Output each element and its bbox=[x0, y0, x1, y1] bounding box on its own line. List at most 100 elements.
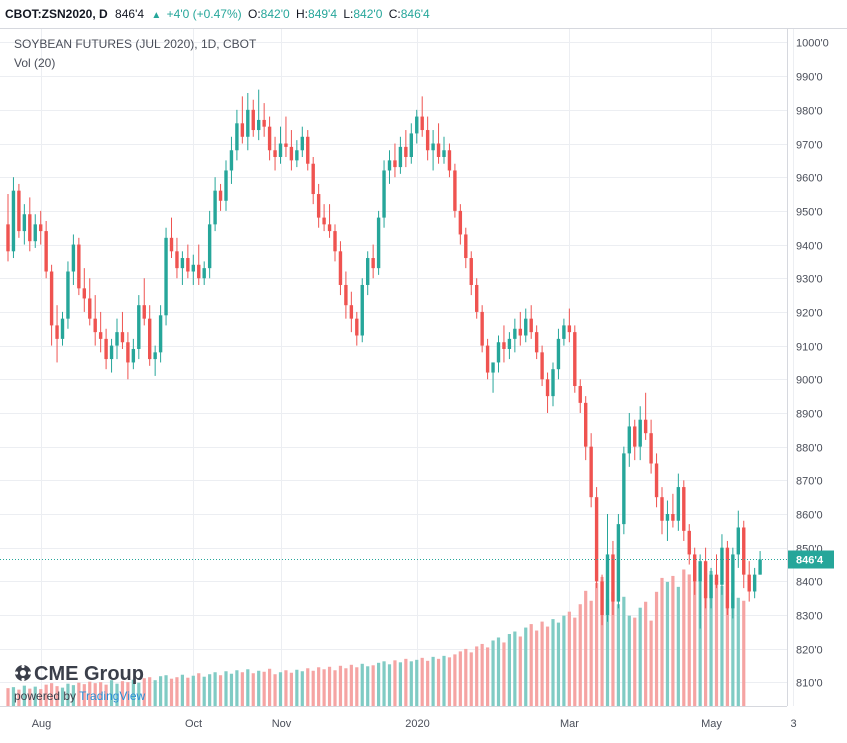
candle-body bbox=[736, 527, 740, 555]
candle-body bbox=[6, 224, 10, 252]
volume-bar bbox=[589, 600, 593, 706]
high-label: H: bbox=[296, 7, 309, 21]
price-tick-label: 900'0 bbox=[796, 375, 823, 387]
volume-bar bbox=[148, 677, 152, 706]
candle-body bbox=[676, 487, 681, 521]
volume-bar bbox=[169, 678, 174, 706]
candle-body bbox=[235, 123, 239, 151]
candle-body bbox=[720, 547, 724, 585]
volume-bar bbox=[545, 626, 550, 706]
volume-bar bbox=[71, 685, 75, 706]
candle-body bbox=[605, 554, 610, 616]
low-label: L: bbox=[343, 7, 354, 21]
candle-body bbox=[213, 190, 217, 225]
candle-body bbox=[529, 318, 533, 333]
volume-bar bbox=[338, 665, 343, 706]
volume-bar bbox=[398, 662, 402, 706]
volume-bar bbox=[104, 684, 108, 706]
time-tick-label: Oct bbox=[185, 718, 202, 730]
volume-bar bbox=[109, 680, 114, 706]
symbol-label[interactable]: CBOT:ZSN2020, D bbox=[5, 7, 108, 21]
volume-legend[interactable]: Vol (20) bbox=[14, 56, 56, 70]
candle-body bbox=[109, 345, 114, 360]
candle-body bbox=[273, 150, 277, 157]
candle-body bbox=[306, 136, 310, 164]
candle-body bbox=[725, 547, 730, 609]
volume-bar bbox=[387, 664, 392, 706]
price-tick-label: 960'0 bbox=[796, 173, 823, 185]
candle-body bbox=[475, 284, 479, 312]
volume-bar bbox=[529, 624, 533, 706]
volume-bar bbox=[159, 676, 163, 706]
candle-body bbox=[415, 116, 419, 134]
candle-body bbox=[137, 305, 141, 349]
volume-bar bbox=[257, 670, 261, 706]
candle-body bbox=[633, 426, 637, 447]
candle-body bbox=[262, 119, 266, 127]
last-price-tag bbox=[788, 550, 834, 569]
volume-bar bbox=[409, 661, 413, 706]
candle-body bbox=[742, 527, 746, 575]
volume-bar bbox=[153, 680, 157, 706]
volume-bar bbox=[360, 663, 364, 706]
volume-bar bbox=[88, 681, 92, 706]
candle-body bbox=[654, 463, 659, 498]
volume-bar bbox=[33, 686, 37, 706]
time-tick-label: Nov bbox=[272, 718, 292, 730]
volume-bar bbox=[333, 670, 337, 706]
price-axis: 1000'0 990'0 980'0 970'0 960'0 950'0 940'0 930'… bbox=[796, 38, 829, 690]
candle-body bbox=[88, 298, 92, 319]
tradingview-link[interactable]: TradingView bbox=[79, 689, 146, 703]
volume-bar bbox=[431, 656, 435, 706]
candle-body bbox=[425, 130, 430, 151]
candle-body bbox=[267, 126, 272, 151]
candle-body bbox=[420, 116, 424, 131]
candle-body bbox=[104, 338, 108, 360]
candle-body bbox=[698, 561, 702, 582]
volume-bar bbox=[671, 575, 675, 706]
price-tick-label: 920'0 bbox=[796, 308, 823, 320]
powered-by[interactable]: powered by TradingView bbox=[14, 689, 145, 703]
price-tick-label: 870'0 bbox=[796, 476, 823, 488]
candle-body bbox=[567, 325, 572, 333]
candle-body bbox=[251, 109, 255, 131]
volume-bar bbox=[665, 581, 670, 706]
volume-bar bbox=[99, 682, 103, 706]
volume-bar bbox=[246, 669, 250, 706]
candle-body bbox=[376, 217, 381, 269]
candle-body bbox=[77, 244, 81, 289]
candle-body bbox=[600, 581, 604, 616]
cme-logo-text: CME Group bbox=[34, 663, 144, 685]
volume-bar bbox=[218, 675, 223, 706]
candle-body bbox=[257, 119, 261, 131]
candle-body bbox=[115, 332, 119, 346]
volume-bar bbox=[600, 576, 604, 706]
candle-body bbox=[404, 146, 408, 157]
last-price: 846'4 bbox=[115, 7, 145, 21]
volume-bar bbox=[317, 667, 321, 706]
candle-body bbox=[453, 170, 457, 211]
candle-body bbox=[485, 345, 490, 373]
candle-body bbox=[17, 190, 21, 232]
price-chart[interactable]: 1000'0 990'0 980'0 970'0 960'0 950'0 940'0 930'… bbox=[0, 29, 847, 743]
header-divider bbox=[0, 28, 847, 29]
candle-body bbox=[464, 234, 468, 259]
volume-bar bbox=[17, 689, 21, 706]
volume-bar bbox=[55, 686, 59, 706]
candle-body bbox=[49, 271, 54, 326]
volume-bar bbox=[507, 634, 511, 706]
candle-body bbox=[164, 237, 168, 316]
volume-bar bbox=[60, 687, 65, 706]
candle-body bbox=[169, 237, 174, 252]
volume-bar bbox=[480, 643, 484, 706]
candle-body bbox=[284, 143, 288, 147]
candle-body bbox=[202, 268, 206, 279]
candle-body bbox=[709, 574, 713, 599]
candle-body bbox=[491, 362, 495, 373]
volume-bar bbox=[197, 673, 201, 706]
candle-body bbox=[142, 305, 146, 319]
candle-body bbox=[355, 318, 359, 336]
chart-legend-title[interactable]: SOYBEAN FUTURES (JUL 2020), 1D, CBOT bbox=[14, 37, 257, 51]
volume-bar bbox=[371, 665, 375, 706]
volume-bar bbox=[202, 676, 206, 706]
